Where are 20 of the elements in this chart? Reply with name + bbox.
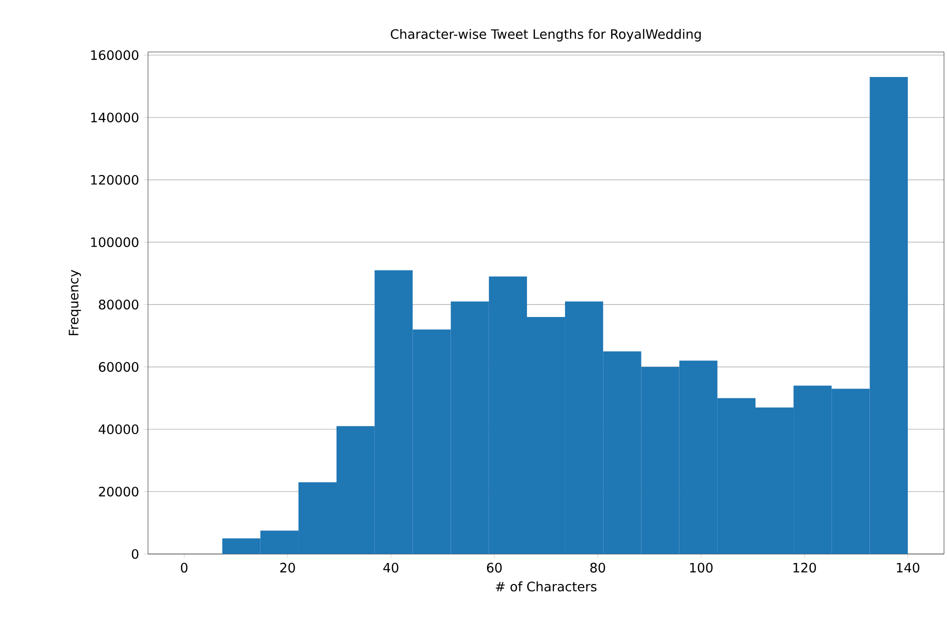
x-tick-label: 60 (486, 562, 502, 573)
y-tick-label: 140000 (91, 112, 138, 122)
x-axis-title: # of Characters (496, 581, 596, 592)
y-tick-label: 20000 (98, 486, 138, 497)
y-tick-label: 80000 (98, 300, 138, 310)
y-tick-label: 40000 (98, 424, 138, 434)
y-tick-label: 100000 (91, 237, 138, 248)
y-tick-label: 60000 (98, 362, 138, 372)
y-tick-label: 160000 (91, 50, 138, 60)
y-tick-label: 0 (132, 549, 138, 559)
x-tick-label: 80 (590, 562, 606, 573)
y-tick-label: 120000 (91, 174, 138, 185)
x-tick-label: 100 (690, 562, 713, 573)
x-tick-label: 40 (383, 562, 398, 573)
x-tick-label: 0 (180, 562, 188, 573)
x-tick-label: 20 (280, 562, 295, 573)
chart-title: Character-wise Tweet Lengths for RoyalWedding (390, 28, 701, 42)
y-axis-title: Frequency (68, 270, 81, 336)
x-tick-label: 140 (896, 562, 920, 573)
x-tick-label: 120 (794, 562, 816, 573)
